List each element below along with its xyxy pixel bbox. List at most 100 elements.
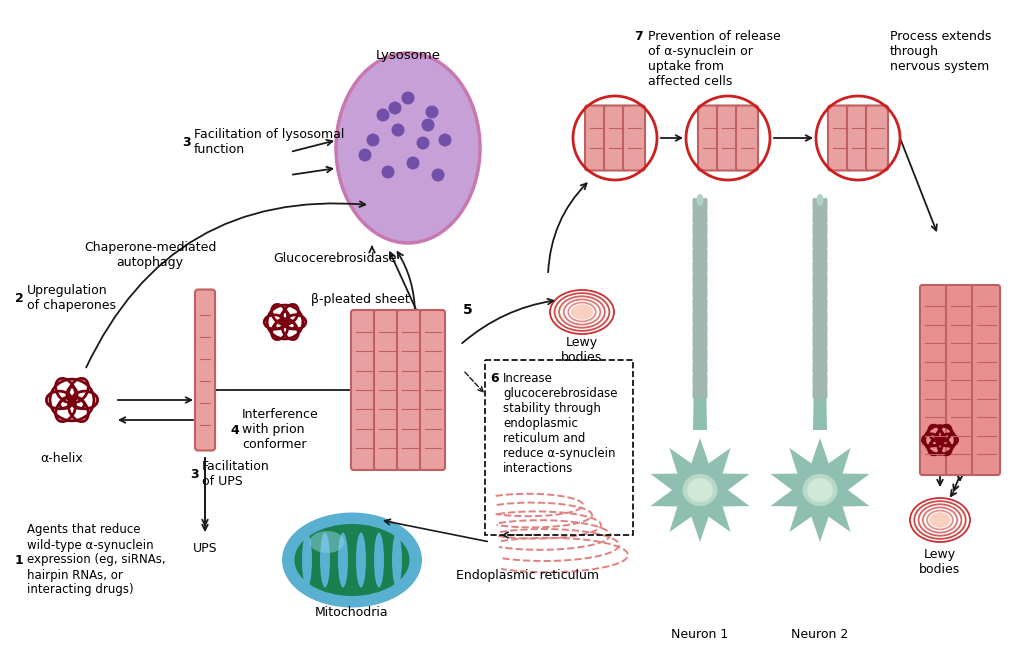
FancyBboxPatch shape [812, 323, 827, 336]
FancyBboxPatch shape [812, 285, 827, 299]
FancyBboxPatch shape [812, 348, 827, 361]
Circle shape [431, 169, 444, 181]
FancyBboxPatch shape [812, 223, 827, 237]
FancyBboxPatch shape [692, 210, 708, 224]
Text: 2: 2 [15, 291, 24, 304]
FancyBboxPatch shape [420, 310, 445, 470]
FancyBboxPatch shape [195, 289, 215, 451]
Ellipse shape [336, 53, 480, 243]
FancyBboxPatch shape [585, 105, 607, 171]
FancyBboxPatch shape [972, 285, 1000, 475]
FancyBboxPatch shape [692, 298, 708, 311]
Circle shape [422, 119, 434, 132]
FancyBboxPatch shape [812, 335, 827, 349]
FancyBboxPatch shape [698, 105, 720, 171]
FancyBboxPatch shape [692, 310, 708, 324]
Circle shape [391, 123, 404, 136]
FancyBboxPatch shape [812, 260, 827, 274]
FancyBboxPatch shape [692, 198, 708, 212]
FancyBboxPatch shape [692, 285, 708, 299]
Polygon shape [813, 200, 827, 430]
FancyBboxPatch shape [374, 310, 399, 470]
Text: Lysosome: Lysosome [376, 49, 440, 61]
FancyBboxPatch shape [692, 235, 708, 249]
Text: Interference
with prion
conformer: Interference with prion conformer [242, 409, 318, 451]
Ellipse shape [570, 304, 593, 320]
Circle shape [377, 109, 389, 121]
Ellipse shape [295, 524, 410, 596]
FancyBboxPatch shape [604, 105, 626, 171]
Text: 5: 5 [463, 303, 473, 317]
Ellipse shape [309, 531, 344, 553]
Circle shape [358, 148, 372, 161]
Text: 6: 6 [490, 372, 499, 385]
Text: 7: 7 [634, 30, 643, 43]
FancyBboxPatch shape [692, 260, 708, 274]
FancyBboxPatch shape [692, 348, 708, 361]
Text: 3: 3 [182, 136, 190, 148]
FancyBboxPatch shape [692, 373, 708, 386]
FancyBboxPatch shape [692, 248, 708, 262]
Text: Lewy
bodies: Lewy bodies [920, 548, 961, 576]
FancyBboxPatch shape [623, 105, 645, 171]
Ellipse shape [338, 532, 348, 588]
Ellipse shape [696, 194, 703, 206]
Circle shape [367, 134, 380, 146]
FancyBboxPatch shape [692, 223, 708, 237]
Text: α-helix: α-helix [41, 451, 83, 465]
Text: Agents that reduce
wild-type α-synuclein
expression (eg, siRNAs,
hairpin RNAs, o: Agents that reduce wild-type α-synuclein… [27, 523, 166, 596]
Text: Increase
glucocerebrosidase
stability through
endoplasmic
reticulum and
reduce α: Increase glucocerebrosidase stability th… [503, 372, 617, 475]
Circle shape [407, 156, 420, 169]
FancyBboxPatch shape [397, 310, 422, 470]
Text: Neuron 2: Neuron 2 [792, 629, 849, 641]
Text: β-pleated sheet: β-pleated sheet [310, 293, 410, 306]
FancyBboxPatch shape [847, 105, 869, 171]
Circle shape [382, 165, 394, 179]
Polygon shape [650, 438, 750, 542]
Circle shape [388, 101, 401, 115]
Text: Process extends
through
nervous system: Process extends through nervous system [890, 30, 991, 73]
FancyBboxPatch shape [812, 360, 827, 374]
Ellipse shape [374, 532, 384, 588]
Text: Upregulation
of chaperones: Upregulation of chaperones [27, 284, 116, 312]
FancyBboxPatch shape [812, 210, 827, 224]
FancyBboxPatch shape [736, 105, 758, 171]
Text: 1: 1 [15, 554, 24, 567]
FancyBboxPatch shape [812, 198, 827, 212]
FancyBboxPatch shape [812, 273, 827, 287]
FancyBboxPatch shape [812, 310, 827, 324]
Text: Neuron 1: Neuron 1 [672, 629, 729, 641]
Text: Glucocerebrosidase: Glucocerebrosidase [273, 252, 396, 264]
Polygon shape [770, 438, 869, 542]
FancyBboxPatch shape [946, 285, 974, 475]
Polygon shape [693, 200, 707, 430]
FancyBboxPatch shape [351, 310, 376, 470]
Text: Prevention of release
of α-synuclein or
uptake from
affected cells: Prevention of release of α-synuclein or … [648, 30, 780, 88]
Circle shape [438, 134, 452, 146]
FancyBboxPatch shape [920, 285, 948, 475]
FancyBboxPatch shape [692, 323, 708, 336]
FancyBboxPatch shape [692, 386, 708, 399]
FancyBboxPatch shape [692, 273, 708, 287]
FancyBboxPatch shape [866, 105, 888, 171]
FancyBboxPatch shape [812, 373, 827, 386]
Text: Chaperone-mediated
autophagy: Chaperone-mediated autophagy [84, 241, 216, 269]
Text: Lewy
bodies: Lewy bodies [561, 336, 603, 364]
Circle shape [417, 136, 429, 150]
Text: Endoplasmic reticulum: Endoplasmic reticulum [457, 569, 599, 583]
FancyBboxPatch shape [812, 298, 827, 311]
FancyBboxPatch shape [812, 235, 827, 249]
Ellipse shape [807, 478, 833, 502]
FancyBboxPatch shape [812, 248, 827, 262]
FancyBboxPatch shape [692, 335, 708, 349]
Ellipse shape [392, 532, 402, 588]
Ellipse shape [803, 474, 838, 506]
Circle shape [401, 92, 415, 105]
FancyBboxPatch shape [717, 105, 739, 171]
Text: 4: 4 [230, 424, 239, 436]
Ellipse shape [683, 474, 718, 506]
Ellipse shape [930, 512, 950, 528]
Ellipse shape [282, 513, 422, 608]
Text: Facilitation of lysosomal
function: Facilitation of lysosomal function [194, 128, 344, 156]
Text: 3: 3 [190, 467, 199, 480]
